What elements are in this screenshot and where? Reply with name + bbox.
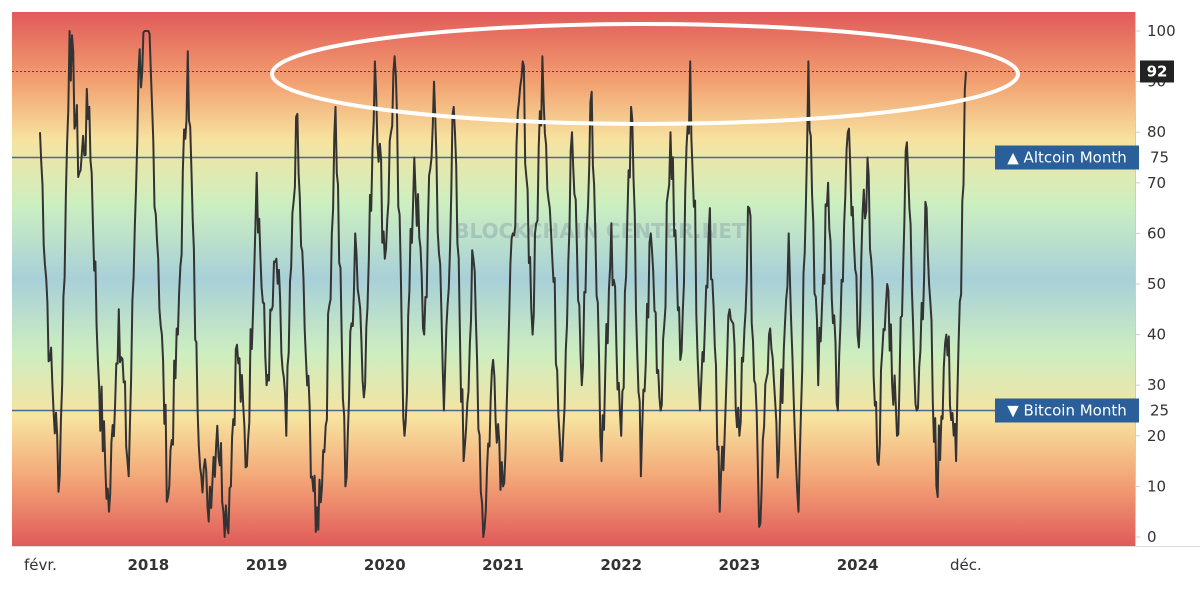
threshold-badge-label: ▲ Altcoin Month <box>1007 149 1127 167</box>
x-tick-label: 2024 <box>837 556 879 574</box>
y-tick-label: 10 <box>1147 477 1166 495</box>
threshold-badge-value: 75 <box>1150 149 1169 167</box>
y-tick-label: 100 <box>1147 22 1176 40</box>
x-tick-label: 2018 <box>127 556 169 574</box>
y-tick-label: 70 <box>1147 174 1166 192</box>
y-axis: 0102030405060708090100 <box>1135 22 1176 546</box>
right-axis-area <box>1135 12 1200 546</box>
y-tick-label: 80 <box>1147 123 1166 141</box>
y-tick-label: 40 <box>1147 326 1166 344</box>
threshold-badge <box>995 145 1139 170</box>
x-tick-label: 2022 <box>600 556 642 574</box>
x-tick-label: févr. <box>24 556 57 574</box>
y-tick-label: 60 <box>1147 224 1166 242</box>
threshold-badge <box>995 398 1139 423</box>
y-tick-label: 30 <box>1147 376 1166 394</box>
x-tick-label: 2020 <box>364 556 406 574</box>
y-tick-label: 50 <box>1147 275 1166 293</box>
index-series-line <box>39 30 967 538</box>
watermark: BLOCKCHAIN CENTER.NET <box>454 219 746 243</box>
x-tick-label: 2019 <box>246 556 288 574</box>
x-axis: févr. 2018 2019 2020 2021 2022 2023 2024 déc. <box>24 556 982 574</box>
annotation-ellipse <box>270 22 1020 126</box>
threshold-badges: ▲ Altcoin Month 75 ▼ Bitcoin Month 25 <box>995 145 1169 423</box>
x-tick-label: déc. <box>950 556 982 574</box>
current-value-badge: 92 <box>1140 60 1174 83</box>
svg-text:92: 92 <box>1147 62 1168 80</box>
x-tick-label: 2021 <box>482 556 524 574</box>
x-tick-label: 2023 <box>719 556 761 574</box>
threshold-badge-label: ▼ Bitcoin Month <box>1007 402 1127 420</box>
y-tick-label: 0 <box>1147 528 1157 546</box>
y-tick-label: 20 <box>1147 427 1166 445</box>
threshold-badge-value: 25 <box>1150 402 1169 420</box>
